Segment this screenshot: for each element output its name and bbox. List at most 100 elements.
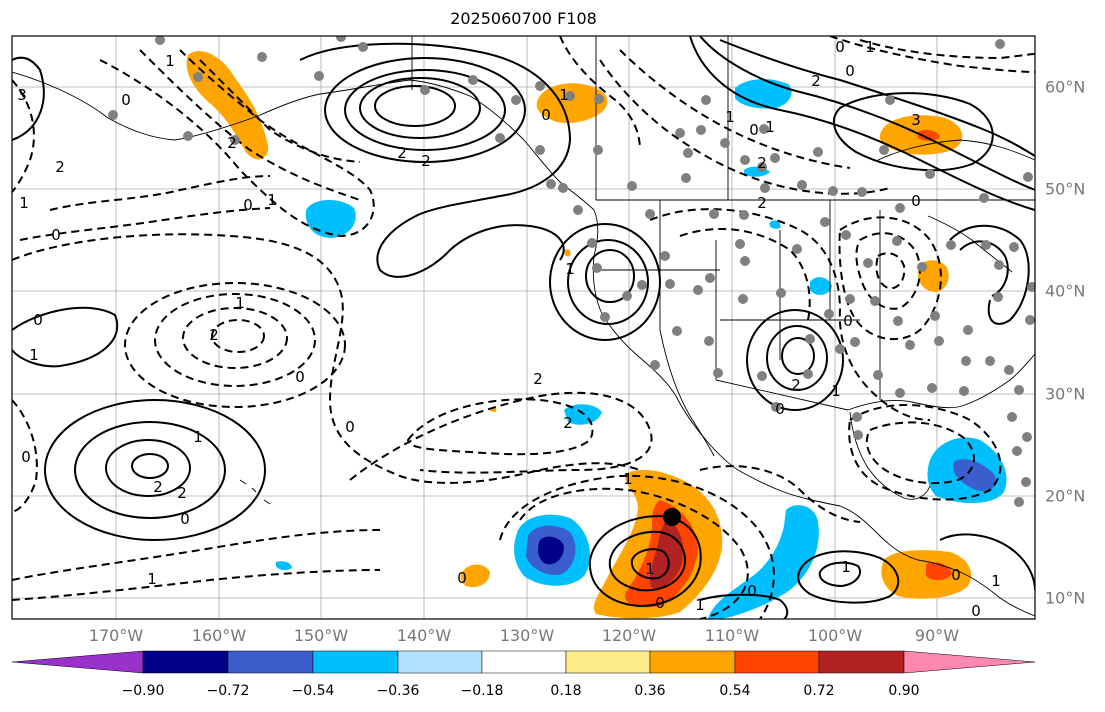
contour-west-coast-3 — [585, 249, 635, 303]
lon-label: 160°W — [191, 626, 247, 645]
contour-label: 2 — [533, 370, 543, 388]
contour-label: 3 — [17, 86, 27, 104]
colorbar-segment — [312, 650, 399, 674]
shade-epac-negative-core — [538, 536, 564, 565]
contour-label: 0 — [775, 400, 785, 418]
contour-label: 2 — [209, 326, 219, 344]
contour-central-pacific-1 — [124, 282, 346, 408]
contour-label: 0 — [243, 196, 253, 214]
tropical-cyclone-center — [663, 508, 681, 526]
contour-gulf-2 — [865, 421, 975, 485]
colorbar-segment — [903, 650, 1036, 674]
contour-label: 2 — [227, 134, 237, 152]
shade-plains-negative — [810, 277, 832, 295]
contour-label: 2 — [55, 158, 65, 176]
lon-label: 120°W — [601, 626, 657, 645]
contour-east-coast-2 — [959, 240, 1009, 297]
colorbar-segment — [649, 650, 736, 674]
colorbar-segment — [142, 650, 229, 674]
contour-label: 0 — [835, 38, 845, 56]
contour-label: 1 — [19, 194, 29, 212]
colorbar-tick-label: 0.36 — [634, 683, 666, 699]
contour-ec-pacific — [406, 398, 594, 456]
lat-label: 60°N — [1045, 77, 1086, 97]
contour-canada-north-1 — [689, 36, 1035, 211]
shade-alaska-positive — [186, 51, 269, 160]
contour-central-america-2 — [818, 561, 861, 588]
contour-label: 0 — [541, 106, 551, 124]
contour-label: 0 — [747, 582, 757, 600]
station-dots — [108, 36, 1035, 507]
colorbar-segment — [734, 650, 820, 674]
colorbar-tick-label: 0.54 — [719, 683, 751, 699]
contour-bering-2 — [19, 207, 271, 241]
contour-label: 2 — [791, 376, 801, 394]
shade-small-neg-c — [769, 220, 781, 229]
contour-label: 0 — [951, 566, 961, 584]
contour-ak-north — [199, 59, 361, 163]
contour-label: 2 — [153, 478, 163, 496]
contour-east-coast-1 — [949, 224, 1030, 325]
contour-label: 3 — [911, 111, 921, 129]
contour-label: 1 — [695, 596, 705, 614]
contour-mw-2 — [855, 232, 921, 310]
colorbar-segment — [481, 650, 567, 674]
contour-canada-north-dash-2 — [859, 39, 1035, 60]
contour-dateline-west — [12, 399, 38, 513]
lon-label: 170°W — [88, 626, 144, 645]
colorbar-tick-label: 0.18 — [550, 683, 582, 699]
contour-label: 0 — [295, 368, 305, 386]
shade-small-pos-b — [564, 249, 571, 257]
contour-label: 1 — [865, 38, 875, 56]
contour-west-pac — [12, 79, 35, 193]
colorbar-tick-label: −0.72 — [206, 683, 250, 699]
map-title: 2025060700 F108 — [450, 9, 597, 28]
contour-gulf-alaska-2 — [344, 69, 506, 151]
contour-central-america-3 — [939, 533, 1035, 591]
lon-label: 150°W — [293, 626, 349, 645]
contour-label: 2 — [397, 144, 407, 162]
contour-hawaii-1 — [44, 399, 266, 541]
contour-tc-2 — [608, 530, 686, 592]
contour-label: 0 — [180, 510, 190, 528]
contour-hawaii-3 — [105, 439, 191, 497]
contour-pacific-neg-band — [349, 391, 653, 481]
colorbar-segment — [565, 650, 651, 674]
contour-label: 1 — [991, 572, 1001, 590]
contour-label: 1 — [565, 260, 575, 278]
lon-label: 140°W — [396, 626, 452, 645]
contour-label: 0 — [121, 91, 131, 109]
contour-mw-3 — [875, 252, 906, 290]
colorbar-segment — [818, 650, 905, 674]
shade-gulf-negative-core — [953, 459, 996, 492]
contour-label: 1 — [29, 346, 39, 364]
contour-label: 1 — [267, 191, 277, 209]
contour-label: 0 — [655, 594, 665, 612]
contour-label: 2 — [811, 72, 821, 90]
contour-label-group: 1 0 3 2 1 0 1 0 2 2 2 0 1 2 0 1 0 1 0 2 … — [17, 38, 1001, 619]
colorbar-tick-label: −0.18 — [460, 683, 504, 699]
lon-label: 90°W — [914, 626, 960, 645]
lat-label: 10°N — [1045, 588, 1086, 608]
contour-aleutian — [99, 49, 375, 238]
contour-label: 1 — [235, 294, 245, 312]
contour-label: 0 — [843, 312, 853, 330]
contour-pacific-west — [12, 306, 118, 368]
lat-label: 50°N — [1045, 179, 1086, 199]
map-frame — [11, 35, 1036, 620]
contour-texas-1 — [746, 309, 844, 411]
lat-label: 40°N — [1045, 281, 1086, 301]
contour-tc-1 — [588, 514, 702, 608]
colorbar-tick-label: −0.36 — [376, 683, 420, 699]
contour-label: 0 — [51, 226, 61, 244]
contour-bering — [49, 175, 271, 211]
lon-label: 100°W — [807, 626, 863, 645]
contour-label: 1 — [841, 558, 851, 576]
contour-plains-2 — [679, 227, 811, 321]
colorbar-tick-label: 0.72 — [803, 683, 835, 699]
colorbar — [11, 650, 1036, 674]
contour-canada-north-2 — [699, 36, 1035, 191]
contour-label: 1 — [645, 560, 655, 578]
contour-gulf-alaska-outer — [299, 42, 572, 278]
